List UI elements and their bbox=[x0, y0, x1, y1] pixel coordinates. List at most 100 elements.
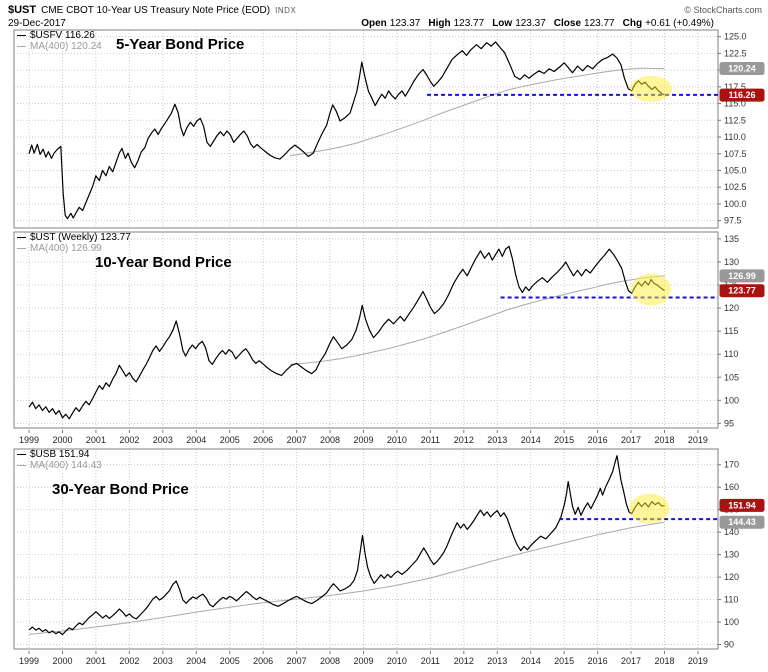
y-axis-label: 100 bbox=[724, 395, 739, 405]
copyright-text: © StockCharts.com bbox=[684, 5, 762, 15]
x-axis-label: 1999 bbox=[19, 435, 39, 445]
annotation-30-year-bond-price: 30-Year Bond Price bbox=[52, 481, 189, 498]
exchange-label: INDX bbox=[275, 6, 297, 15]
x-axis-label: 2015 bbox=[554, 435, 574, 445]
x-axis-label: 2002 bbox=[119, 435, 139, 445]
legend-item-ma400: MA(400) 126.99 bbox=[17, 243, 131, 254]
chart-header: $UST CME CBOT 10-Year US Treasury Note P… bbox=[0, 0, 768, 30]
y-axis-label: 95 bbox=[724, 418, 734, 428]
x-axis-label: 2011 bbox=[421, 435, 440, 445]
open-value: Open 123.37 bbox=[361, 18, 421, 29]
x-axis-label: 2010 bbox=[387, 656, 407, 666]
x-axis-label: 2013 bbox=[487, 656, 507, 666]
y-axis-label: 130 bbox=[724, 550, 739, 560]
panel-5-year: 125.0122.5120.0117.5115.0112.5110.0107.5… bbox=[0, 28, 768, 230]
legend-label: MA(400) 126.99 bbox=[30, 243, 102, 254]
price-label-text: 151.94 bbox=[728, 500, 756, 510]
x-axis-label: 2005 bbox=[220, 435, 240, 445]
x-axis-label: 2014 bbox=[521, 435, 541, 445]
y-axis-label: 120 bbox=[724, 303, 739, 313]
x-axis-label: 1999 bbox=[19, 656, 39, 666]
plot-border bbox=[13, 29, 719, 229]
y-axis-label: 130 bbox=[724, 257, 739, 267]
close-value: Close 123.77 bbox=[553, 18, 615, 29]
y-axis-label: 105 bbox=[724, 372, 739, 382]
ma-line-swatch-icon bbox=[17, 46, 26, 47]
x-axis-label: 2002 bbox=[119, 656, 139, 666]
price-line-swatch-icon bbox=[17, 35, 26, 36]
x-axis-label: 2012 bbox=[454, 656, 474, 666]
x-axis-label: 2018 bbox=[654, 435, 674, 445]
ma-line-swatch-icon bbox=[17, 248, 26, 249]
chart-title: CME CBOT 10-Year US Treasury Note Price … bbox=[41, 5, 271, 16]
y-axis-label: 107.5 bbox=[724, 149, 747, 159]
legend-5-year: $USFV 116.26 MA(400) 120.24 bbox=[17, 30, 102, 52]
five-year-plot-svg: 125.0122.5120.0117.5115.0112.5110.0107.5… bbox=[13, 29, 765, 229]
ma-line bbox=[28, 521, 665, 635]
x-axis-label: 2014 bbox=[521, 656, 541, 666]
high-value: High 123.77 bbox=[428, 18, 485, 29]
annotation-5-year-bond-price: 5-Year Bond Price bbox=[116, 36, 245, 53]
ma-line bbox=[289, 275, 665, 365]
last-price-label-box bbox=[719, 88, 765, 102]
y-axis-label: 105.0 bbox=[724, 165, 747, 175]
y-axis-label: 120 bbox=[724, 572, 739, 582]
y-axis-label: 117.5 bbox=[724, 82, 746, 92]
legend-label: $UST (Weekly) 123.77 bbox=[30, 232, 131, 243]
x-axis-upper: 1999 2000 2001 2002 2003 2004 2005 2006 2007 2008… bbox=[19, 430, 708, 445]
price-label-text: 144.43 bbox=[728, 517, 756, 527]
y-axis-label: 90 bbox=[724, 640, 734, 650]
legend-item-ust: $UST (Weekly) 123.77 bbox=[17, 232, 131, 243]
y-axis-label: 115.0 bbox=[724, 99, 746, 109]
y-axis-label: 110 bbox=[724, 595, 738, 605]
plot-border bbox=[13, 231, 719, 429]
legend-label: $USB 151.94 bbox=[30, 449, 90, 460]
chart-date: 29-Dec-2017 bbox=[8, 18, 66, 29]
low-value: Low 123.37 bbox=[492, 18, 546, 29]
ma-price-label-box bbox=[719, 515, 765, 529]
y-axis-label: 122.5 bbox=[724, 48, 747, 58]
plot-border bbox=[13, 448, 719, 650]
x-axis-label: 2007 bbox=[287, 435, 307, 445]
y-axis-label: 110 bbox=[724, 349, 738, 359]
legend-10-year: $UST (Weekly) 123.77 MA(400) 126.99 bbox=[17, 232, 131, 254]
y-axis-label: 135 bbox=[724, 234, 739, 244]
x-axis-label: 2000 bbox=[52, 435, 72, 445]
price-line bbox=[28, 41, 665, 220]
legend-item-usb: $USB 151.94 bbox=[17, 449, 102, 460]
x-axis-label: 2012 bbox=[454, 435, 474, 445]
price-label-text: 116.26 bbox=[728, 90, 755, 100]
y-axis-label: 160 bbox=[724, 482, 739, 492]
ma-price-label-box bbox=[719, 269, 765, 283]
highlight-ellipse bbox=[629, 493, 670, 524]
x-axis-label: 2016 bbox=[588, 435, 608, 445]
x-axis-label: 2019 bbox=[688, 656, 708, 666]
last-price-label-box bbox=[719, 284, 765, 298]
x-axis-label: 2018 bbox=[654, 656, 674, 666]
annotation-10-year-bond-price: 10-Year Bond Price bbox=[95, 254, 232, 271]
legend-item-ma400: MA(400) 120.24 bbox=[17, 41, 102, 52]
x-axis-label: 2009 bbox=[353, 656, 373, 666]
y-axis-label: 102.5 bbox=[724, 182, 747, 192]
x-axis-label: 2019 bbox=[688, 435, 708, 445]
price-line-swatch-icon bbox=[17, 454, 26, 455]
x-axis-label: 2008 bbox=[320, 435, 340, 445]
price-line bbox=[28, 455, 665, 636]
legend-label: MA(400) 144.43 bbox=[30, 460, 102, 471]
x-axis-label: 2006 bbox=[253, 435, 273, 445]
change-value: Chg +0.61 (+0.49%) bbox=[622, 18, 714, 29]
x-axis-label: 2004 bbox=[186, 435, 206, 445]
legend-label: MA(400) 120.24 bbox=[30, 41, 102, 52]
ma-line-swatch-icon bbox=[17, 465, 26, 466]
legend-label: $USFV 116.26 bbox=[30, 30, 95, 41]
x-axis-label: 2015 bbox=[554, 656, 574, 666]
x-axis-label: 2011 bbox=[421, 656, 440, 666]
x-axis-label: 2010 bbox=[387, 435, 407, 445]
y-axis-label: 100.0 bbox=[724, 199, 747, 209]
y-axis-label: 100 bbox=[724, 617, 739, 627]
ohlc-values: Open 123.37 High 123.77 Low 123.37 Close 123… bbox=[361, 18, 714, 30]
legend-item-ma400: MA(400) 144.43 bbox=[17, 460, 102, 471]
